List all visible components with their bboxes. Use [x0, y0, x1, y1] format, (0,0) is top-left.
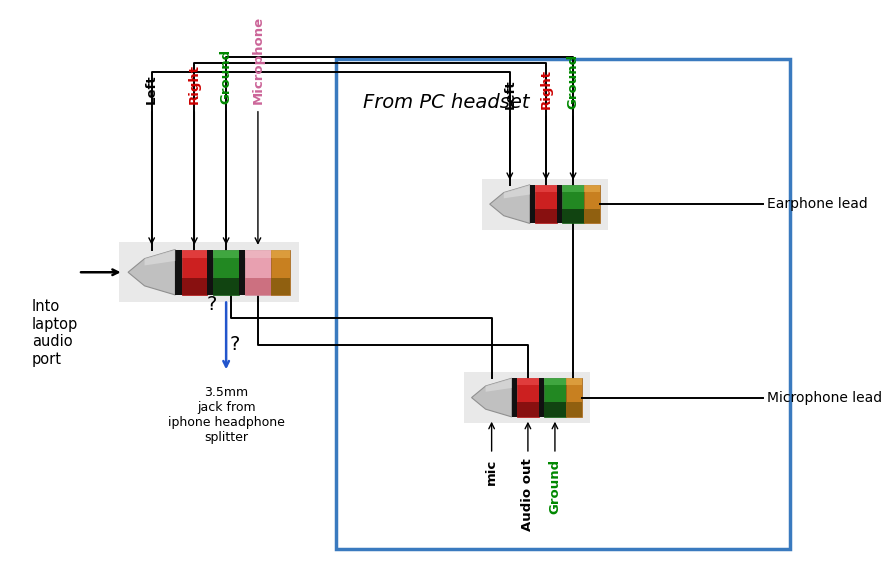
Bar: [566, 378, 582, 385]
Text: Into
laptop
audio
port: Into laptop audio port: [32, 299, 78, 367]
Bar: [584, 185, 600, 192]
Bar: [245, 278, 270, 295]
Bar: [245, 250, 270, 295]
Polygon shape: [504, 185, 530, 198]
Bar: [245, 250, 270, 258]
Bar: [512, 378, 517, 417]
Bar: [482, 178, 608, 230]
Bar: [535, 209, 557, 223]
Polygon shape: [490, 185, 530, 223]
Bar: [544, 378, 566, 385]
Text: 3.5mm
jack from
iphone headphone
splitter: 3.5mm jack from iphone headphone splitte…: [167, 386, 284, 444]
Bar: [539, 378, 544, 417]
Text: Microphone: Microphone: [252, 16, 264, 104]
Text: Ground: Ground: [548, 458, 562, 514]
Bar: [517, 378, 539, 385]
Bar: [584, 185, 600, 223]
Bar: [584, 209, 600, 223]
Bar: [182, 250, 207, 258]
Bar: [557, 185, 563, 223]
Bar: [535, 185, 557, 192]
Bar: [182, 278, 207, 295]
Bar: [517, 402, 539, 417]
Text: Microphone lead: Microphone lead: [767, 390, 882, 405]
Bar: [214, 250, 239, 258]
Bar: [270, 278, 290, 295]
Bar: [566, 378, 582, 417]
Text: ?: ?: [229, 335, 240, 355]
Bar: [563, 185, 584, 192]
Text: mic: mic: [486, 458, 498, 484]
Text: Right: Right: [540, 69, 553, 109]
Bar: [535, 185, 557, 223]
Text: Earphone lead: Earphone lead: [767, 197, 868, 211]
Bar: [175, 250, 182, 295]
Bar: [544, 378, 566, 417]
Bar: [182, 250, 207, 295]
Text: From PC headset: From PC headset: [363, 93, 530, 112]
Polygon shape: [486, 378, 512, 392]
Text: Ground: Ground: [220, 49, 233, 104]
Polygon shape: [471, 378, 512, 417]
Text: Audio out: Audio out: [521, 458, 534, 531]
Text: Ground: Ground: [566, 54, 579, 109]
Polygon shape: [144, 250, 175, 266]
Bar: [207, 250, 214, 295]
Bar: [464, 372, 590, 423]
Bar: [563, 185, 584, 223]
Bar: [530, 185, 535, 223]
Bar: [214, 278, 239, 295]
Bar: [214, 250, 239, 295]
Text: Right: Right: [188, 64, 201, 104]
Bar: [239, 250, 245, 295]
Bar: [563, 209, 584, 223]
Text: Left: Left: [145, 75, 159, 104]
Bar: [119, 242, 299, 302]
Bar: [336, 59, 790, 549]
Polygon shape: [128, 250, 175, 295]
Bar: [566, 402, 582, 417]
Text: ?: ?: [206, 295, 217, 314]
Bar: [270, 250, 290, 258]
Bar: [517, 378, 539, 417]
Text: Left: Left: [503, 79, 517, 109]
Bar: [270, 250, 290, 295]
Bar: [544, 402, 566, 417]
